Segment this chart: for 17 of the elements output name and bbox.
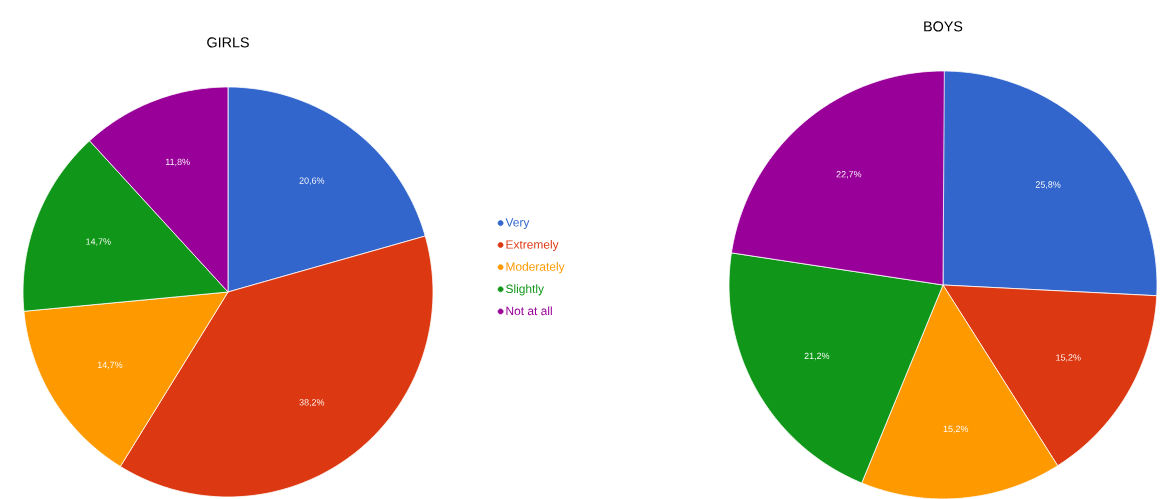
slice-label: BOYS bbox=[924, 21, 963, 32]
legend-label: Not at all bbox=[506, 306, 552, 315]
data-label: 14,7% bbox=[97, 361, 123, 369]
data-label: 11,8% bbox=[165, 158, 190, 166]
data-label: 21,2% bbox=[804, 352, 830, 360]
data-label: 20,6% bbox=[299, 177, 325, 185]
data-label: 38,2% bbox=[299, 398, 325, 407]
data-label: 25,8% bbox=[1035, 181, 1061, 189]
data-label: 14,7% bbox=[86, 238, 111, 246]
legend-label: Slightly bbox=[506, 284, 544, 296]
legend-label: Moderately bbox=[506, 261, 565, 274]
slice-label: GIRLS bbox=[207, 37, 249, 48]
data-label: 22,7% bbox=[836, 170, 862, 179]
data-label: 15,2% bbox=[943, 425, 969, 433]
legend-label: Extremely bbox=[506, 239, 559, 251]
data-label: 15,2% bbox=[1056, 354, 1081, 362]
legend-label: Very bbox=[505, 218, 530, 229]
